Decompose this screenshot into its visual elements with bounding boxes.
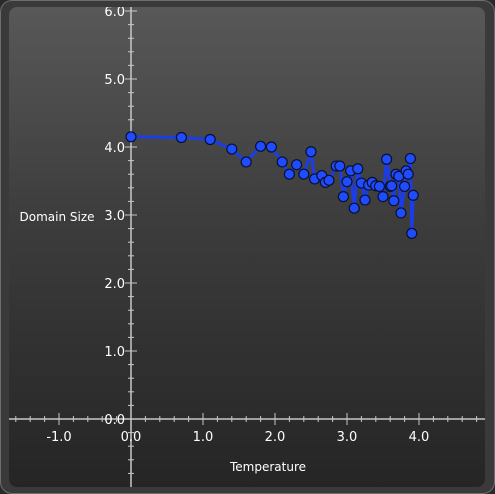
chart-panel: -1.0 0.0 1.0 2.0 3.0 4.0 0.0 1.0 2.0 3.0 4.0 5.0 6.0… (9, 7, 485, 487)
y-tick-label: 2.0 (104, 277, 125, 292)
data-point (283, 168, 295, 180)
data-point (305, 146, 317, 158)
line-chart: -1.0 0.0 1.0 2.0 3.0 4.0 0.0 1.0 2.0 3.0 4.0 5.0 6.0… (9, 7, 485, 487)
y-axis-title: Domain Size (19, 210, 94, 224)
data-point (395, 207, 407, 219)
y-tick-label: 4.0 (104, 141, 125, 156)
y-tick-label: 5.0 (104, 73, 125, 88)
data-point (352, 163, 364, 175)
data-point (298, 168, 310, 180)
y-tick-label: 3.0 (104, 209, 125, 224)
x-tick-label: 0.0 (121, 430, 142, 445)
data-point (359, 194, 371, 206)
data-point (373, 180, 385, 193)
data-point (337, 191, 349, 203)
data-point (240, 156, 252, 168)
data-point (402, 168, 414, 180)
data-point (348, 202, 360, 214)
data-point (334, 160, 346, 172)
x-tick-label: 4.0 (409, 430, 430, 445)
x-tick-label: 2.0 (265, 430, 286, 445)
data-point (255, 140, 267, 152)
data-point (406, 227, 418, 239)
axes: -1.0 0.0 1.0 2.0 3.0 4.0 0.0 1.0 2.0 3.0 4.0 5.0 6.0 (9, 7, 485, 487)
data-point (341, 176, 353, 188)
data-point (399, 180, 411, 193)
data-point (377, 191, 389, 203)
series-layer (125, 131, 419, 239)
data-point (204, 133, 216, 146)
y-tick-label: 1.0 (104, 345, 125, 360)
y-tick-label: 0.0 (104, 413, 125, 428)
x-tick-label: -1.0 (46, 430, 71, 445)
x-tick-label: 3.0 (337, 430, 358, 445)
data-point (265, 141, 277, 153)
x-axis-title: Temperature (229, 460, 306, 474)
data-point (291, 159, 303, 171)
data-point (226, 143, 238, 155)
data-point (381, 153, 393, 165)
data-point (175, 131, 187, 144)
x-tick-label: 1.0 (193, 430, 214, 445)
data-point (404, 152, 416, 165)
data-point (125, 131, 137, 143)
data-point (407, 189, 419, 201)
data-point (323, 174, 335, 186)
data-point (388, 195, 400, 207)
data-point (276, 156, 288, 168)
y-tick-label: 6.0 (104, 7, 125, 20)
data-point (386, 180, 398, 192)
